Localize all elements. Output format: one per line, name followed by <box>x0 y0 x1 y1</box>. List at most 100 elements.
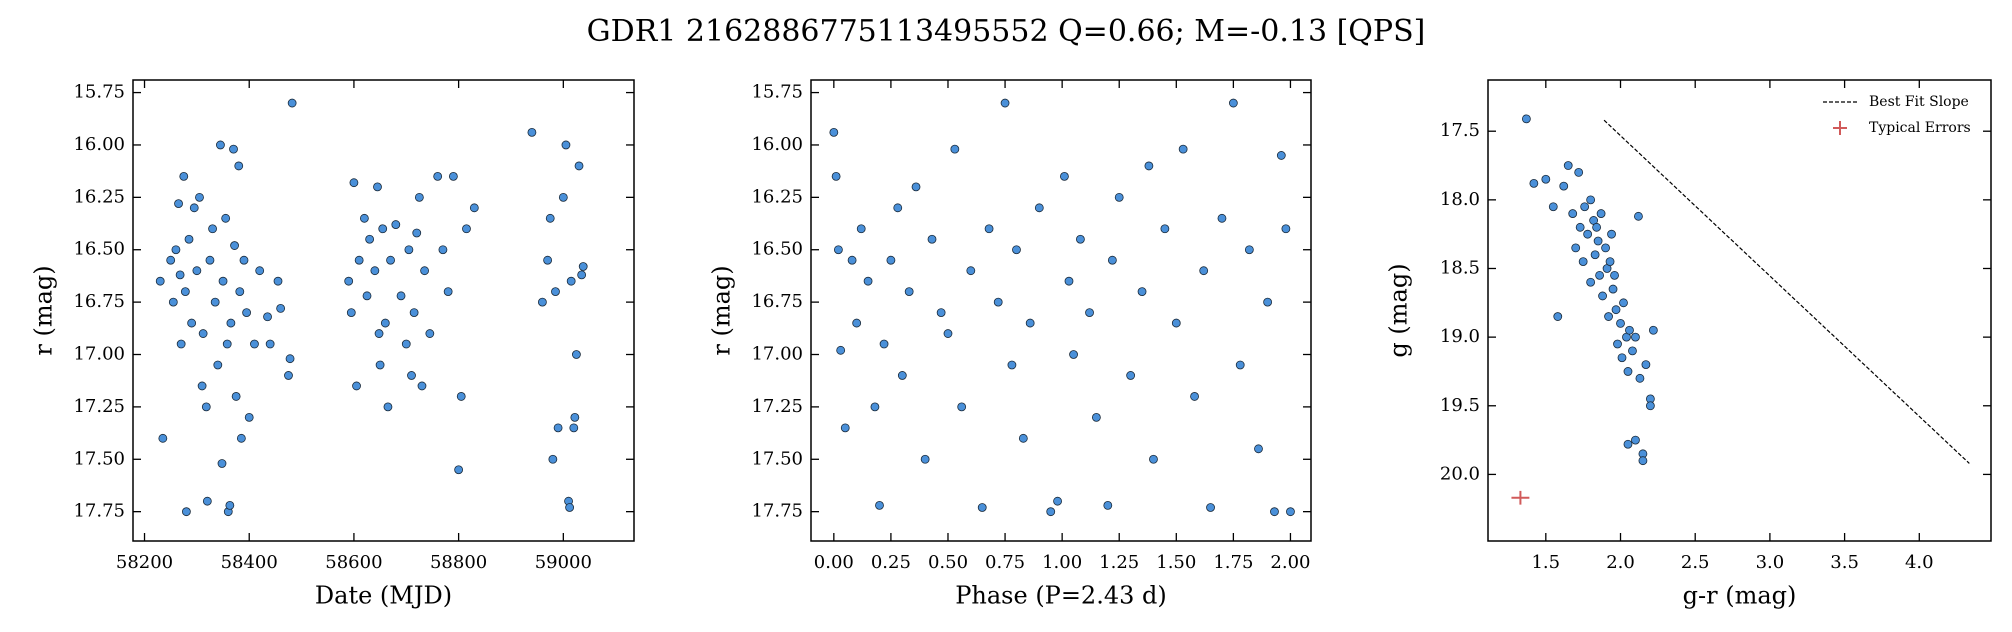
data-point <box>829 127 839 137</box>
data-point <box>391 220 401 229</box>
data-point <box>1160 224 1170 234</box>
data-point <box>1270 507 1279 517</box>
data-point <box>205 255 215 265</box>
data-point <box>957 402 967 412</box>
data-point <box>273 276 283 286</box>
data-point <box>404 245 414 255</box>
data-point <box>577 270 587 280</box>
y-tick-label: 19.5 <box>1440 395 1480 416</box>
data-point <box>548 454 558 464</box>
data-point <box>443 287 453 297</box>
y-tick-label: 16.00 <box>73 134 125 155</box>
data-point <box>448 171 458 181</box>
data-point <box>425 329 435 338</box>
data-point <box>1178 144 1188 154</box>
data-point <box>374 329 384 338</box>
data-point <box>1548 202 1558 212</box>
y-tick-label: 17.00 <box>751 344 803 365</box>
data-point <box>412 228 422 238</box>
x-tick-label: 1.00 <box>1042 552 1082 573</box>
y-tick-label: 16.00 <box>751 134 803 155</box>
data-point <box>420 266 429 276</box>
data-point <box>187 318 197 328</box>
data-point <box>836 345 846 355</box>
y-tick-label: 17.50 <box>73 448 125 469</box>
data-point <box>1018 433 1028 443</box>
data-point <box>1605 257 1615 267</box>
data-point <box>1563 161 1573 170</box>
data-point <box>1217 213 1227 223</box>
data-point <box>359 213 369 223</box>
y-axis-label: r (mag) <box>708 265 736 355</box>
y-tick-label: 16.75 <box>73 291 125 312</box>
data-point <box>456 392 466 401</box>
y-tick-label: 17.25 <box>73 396 125 417</box>
data-point <box>943 329 953 338</box>
data-point <box>1171 318 1181 328</box>
y-tick-label: 17.5 <box>1440 120 1480 141</box>
data-point <box>1046 507 1056 517</box>
data-point <box>1060 171 1069 181</box>
data-point <box>1623 439 1633 449</box>
data-point <box>1149 454 1158 464</box>
data-point <box>993 297 1003 307</box>
data-point <box>1199 266 1209 276</box>
data-point <box>1580 202 1590 212</box>
data-point <box>904 287 914 297</box>
x-tick-label: 58400 <box>221 552 278 573</box>
x-axis-label: Date (MJD) <box>315 582 452 610</box>
data-point <box>1592 222 1602 232</box>
y-tick-label: 17.00 <box>73 344 125 365</box>
data-point <box>897 371 907 380</box>
data-point <box>1601 243 1610 253</box>
data-point <box>362 291 372 301</box>
data-point <box>1254 444 1263 454</box>
data-point <box>1244 245 1254 255</box>
y-axis-label: r (mag) <box>30 265 58 355</box>
data-point <box>1586 195 1596 205</box>
data-point <box>977 503 987 512</box>
legend-label: Typical Errors <box>1869 120 1971 136</box>
data-point <box>927 234 937 244</box>
data-point <box>847 255 857 265</box>
fit-line <box>1603 119 1970 464</box>
x-tick-label: 1.50 <box>1156 552 1196 573</box>
data-point <box>231 392 241 401</box>
y-tick-label: 15.75 <box>751 82 803 103</box>
data-point <box>1034 203 1044 213</box>
data-point <box>840 423 850 433</box>
data-point <box>936 308 946 317</box>
data-point <box>1025 318 1035 328</box>
data-point <box>1000 98 1010 108</box>
data-point <box>365 234 375 244</box>
data-point <box>553 423 563 433</box>
data-point <box>1625 325 1634 335</box>
data-point <box>1103 500 1113 510</box>
data-point <box>569 423 579 433</box>
data-point <box>386 255 395 265</box>
data-point <box>226 318 236 328</box>
data-point <box>352 381 361 391</box>
y-tick-label: 16.50 <box>751 239 803 260</box>
data-point <box>201 402 211 412</box>
y-axis-label: g (mag) <box>1385 263 1413 357</box>
data-point <box>208 224 217 234</box>
data-point <box>1631 332 1640 342</box>
data-point <box>198 329 208 338</box>
data-point <box>1631 435 1640 445</box>
data-point <box>1276 151 1286 160</box>
data-point <box>1635 373 1645 383</box>
x-tick-label: 2.0 <box>1606 552 1635 573</box>
y-tick-label: 20.0 <box>1440 463 1480 484</box>
data-point <box>414 192 424 202</box>
data-point <box>833 245 843 255</box>
data-point <box>870 402 880 412</box>
y-tick-label: 17.75 <box>751 501 803 522</box>
data-point <box>572 350 581 359</box>
data-point <box>950 144 960 154</box>
data-point <box>396 291 406 301</box>
data-point <box>1574 167 1584 177</box>
data-point <box>285 354 295 364</box>
plot-frame <box>132 79 635 542</box>
data-point <box>1613 339 1622 349</box>
